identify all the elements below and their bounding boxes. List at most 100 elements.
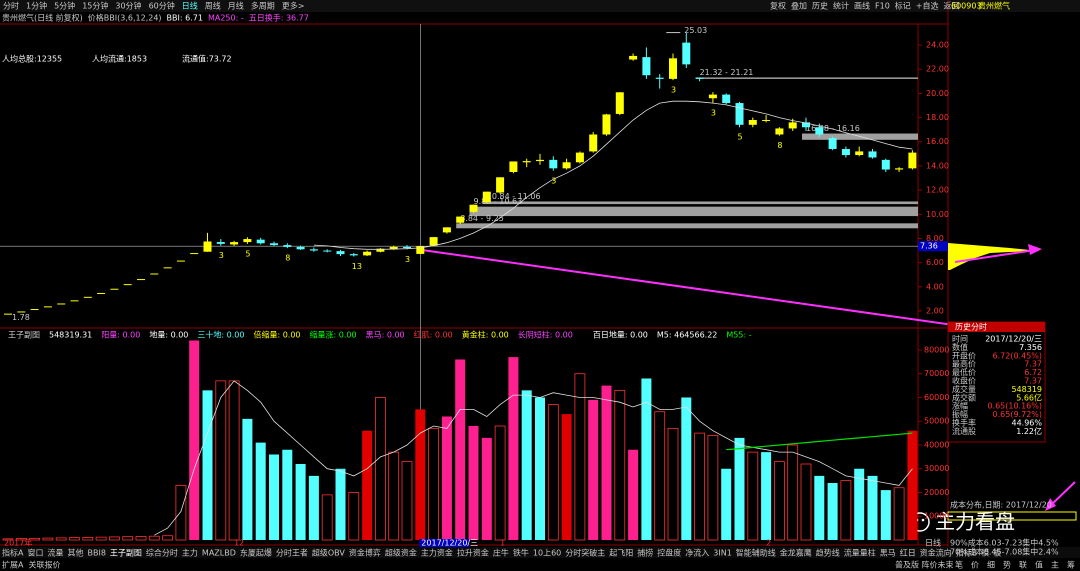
period-tab[interactable]: 5分钟: [54, 1, 75, 11]
action-button[interactable]: F10: [875, 2, 890, 11]
status-tab[interactable]: 扩展A: [2, 560, 24, 570]
action-button[interactable]: 统计: [833, 1, 849, 11]
candle-body: [4, 313, 12, 315]
status-text: 普及版 阵价未束: [895, 560, 954, 570]
bottom-tab[interactable]: 拉升资金: [457, 548, 489, 558]
action-button[interactable]: 标记: [895, 1, 911, 11]
day-mark: 3: [671, 86, 676, 95]
candle-body: [841, 148, 850, 156]
bottom-tab[interactable]: 铁牛: [513, 548, 529, 558]
month-label: 12: [234, 539, 244, 548]
candle-body: [203, 241, 212, 252]
stock-code: 600903: [951, 2, 982, 11]
y-tick-label: 40000: [924, 440, 949, 449]
action-button[interactable]: 返回: [943, 2, 959, 11]
side-tab[interactable]: 细: [987, 560, 995, 570]
side-tab[interactable]: 势: [1003, 560, 1011, 570]
bottom-tab[interactable]: 趋势线: [816, 548, 840, 558]
bottom-tab[interactable]: 综合分时: [146, 548, 178, 558]
volume-bar: [854, 468, 865, 540]
bottom-tab[interactable]: BBI8: [87, 549, 105, 558]
period-tab[interactable]: 15分钟: [82, 1, 108, 11]
bottom-tab[interactable]: 其他: [67, 548, 83, 558]
volume-bar: [69, 537, 80, 541]
history-value: 7.37: [1024, 360, 1042, 369]
bottom-tab[interactable]: 主力: [182, 548, 198, 558]
action-button[interactable]: 历史: [812, 1, 828, 11]
volume-bar: [721, 468, 732, 540]
volume-bar: [175, 484, 187, 541]
volume-bar: [348, 492, 360, 541]
candle-body: [416, 246, 425, 254]
bottom-tab[interactable]: 指标A: [2, 548, 24, 558]
period-tab[interactable]: 60分钟: [149, 1, 175, 11]
candle-body: [655, 77, 664, 79]
bottom-tab[interactable]: 王子副图: [110, 549, 142, 558]
bottom-tab[interactable]: 东厦起爆: [240, 548, 272, 558]
history-label: 流通股: [952, 426, 976, 436]
bottom-tab[interactable]: 窗口: [27, 548, 43, 558]
bottom-tab[interactable]: 控盘度: [657, 548, 681, 558]
period-tab[interactable]: 月线: [228, 1, 244, 11]
candle-body: [549, 159, 558, 169]
action-button[interactable]: +自选: [916, 1, 939, 11]
volume-bar: [189, 340, 200, 540]
bottom-tab[interactable]: 流量量柱: [844, 548, 876, 558]
period-tab[interactable]: 更多>: [282, 1, 305, 11]
bottom-tab[interactable]: 庄牛: [493, 548, 509, 558]
bottom-tab[interactable]: 起飞阳: [609, 549, 633, 558]
side-tab[interactable]: 笔: [955, 560, 963, 570]
bottom-tab[interactable]: 资金流向: [920, 548, 952, 558]
bottom-tab[interactable]: 资金博弈: [349, 548, 381, 558]
history-label: 振幅: [952, 409, 968, 419]
period-tab[interactable]: 多周期: [251, 1, 275, 11]
y-tick-label: 10.00: [926, 210, 949, 219]
action-button[interactable]: 复权: [770, 1, 786, 11]
status-tab[interactable]: 关联报价: [28, 560, 60, 570]
bottom-tab[interactable]: 分时王者: [276, 548, 308, 558]
bottom-tab[interactable]: 捕捞: [637, 548, 653, 558]
y-tick-label: 16.00: [926, 137, 949, 146]
candle-body: [762, 119, 771, 121]
volume-bar: [269, 454, 279, 540]
side-tab[interactable]: 值: [1035, 560, 1043, 570]
bottom-tab[interactable]: 超级OBV: [312, 548, 346, 558]
candle-body: [17, 311, 26, 313]
volume-bar: [893, 487, 905, 541]
side-tab[interactable]: 价: [971, 561, 979, 570]
side-tab[interactable]: 筹: [1067, 560, 1075, 570]
bottom-tab[interactable]: 智能辅助线: [736, 548, 776, 558]
period-tab[interactable]: 分时: [3, 1, 19, 11]
bottom-tab[interactable]: 净流入: [685, 548, 709, 558]
bottom-tab[interactable]: 红日: [900, 548, 916, 558]
period-tab[interactable]: 1分钟: [26, 1, 47, 11]
bottom-tab[interactable]: 10上60: [533, 549, 561, 558]
bottom-tab[interactable]: 流量: [47, 548, 63, 558]
candle-body: [589, 134, 598, 152]
side-tab[interactable]: 联: [1019, 561, 1027, 570]
bottom-tab[interactable]: MAZLBD: [202, 549, 236, 558]
volume-bar: [455, 359, 466, 540]
period-tab[interactable]: 日线: [182, 1, 198, 11]
bottom-tab[interactable]: 主力资金: [421, 548, 453, 558]
action-button[interactable]: 画线: [854, 1, 870, 11]
bottom-tab[interactable]: 模: [981, 548, 989, 558]
candle-body: [895, 168, 904, 170]
bottom-tab[interactable]: 超级资金: [385, 548, 417, 558]
action-button[interactable]: 叠加: [791, 1, 807, 11]
history-title-bar: [948, 322, 1045, 332]
bottom-tab[interactable]: 3IN1: [713, 549, 732, 558]
candle-body: [442, 227, 451, 233]
cursor-price: 7.36: [920, 242, 938, 251]
bottom-tab[interactable]: 黑马: [880, 549, 896, 558]
side-tab[interactable]: 主: [1051, 560, 1059, 570]
bottom-tab[interactable]: 金龙嘉鹰: [780, 548, 812, 558]
bottom-tab[interactable]: 指标B: [956, 548, 978, 558]
period-tab[interactable]: 30分钟: [115, 1, 141, 11]
period-tab[interactable]: 周线: [205, 1, 221, 11]
y-tick-label: 20000: [924, 488, 949, 497]
volume-bar: [162, 535, 174, 541]
bottom-tab[interactable]: 板: [993, 548, 1001, 558]
bottom-tab[interactable]: 分时突破主: [565, 548, 605, 558]
